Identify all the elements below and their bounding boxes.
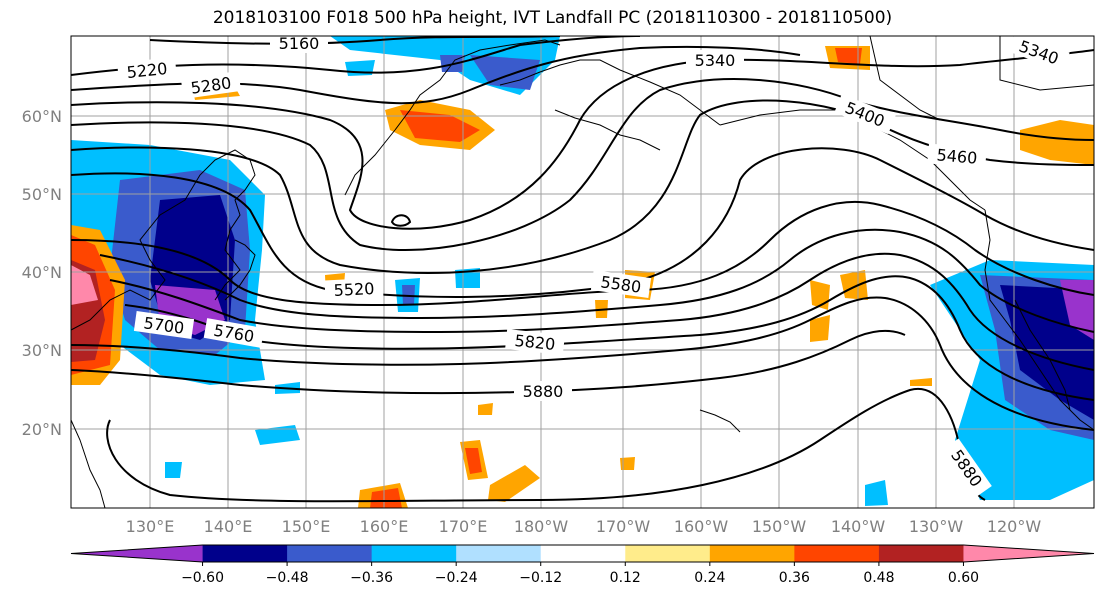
colorbar-tick-label: 0.24 bbox=[694, 570, 725, 586]
ivt-positive-region-west-max bbox=[71, 265, 98, 305]
lon-tick-label: 160°W bbox=[674, 517, 729, 536]
lon-tick-labels: 130°E 140°E 150°E 160°E 170°E 180°W 170°… bbox=[126, 517, 1042, 536]
lat-tick-label: 60°N bbox=[22, 107, 62, 126]
contour-label: 5820 bbox=[514, 331, 556, 354]
ivt-negative-blob-2 bbox=[455, 268, 480, 288]
lon-tick-label: 120°W bbox=[987, 517, 1042, 536]
coast-kamchatka bbox=[394, 39, 561, 131]
ivt-positive-region-east-small-inner bbox=[835, 48, 862, 64]
contour-labels: 5160 5220 5280 5340 5340 5400 5460 5520 … bbox=[117, 34, 1070, 498]
lon-tick-label: 140°E bbox=[204, 517, 253, 536]
contour-5400 bbox=[71, 78, 1094, 251]
contour-label: 5160 bbox=[279, 34, 320, 53]
colorbar-segment bbox=[71, 545, 203, 562]
ivt-positive-blob-12 bbox=[910, 378, 932, 386]
coast-east-asia bbox=[71, 149, 256, 331]
ivt-positive-region-east bbox=[1020, 120, 1094, 165]
ivt-positive-blob-6 bbox=[488, 465, 540, 502]
colorbar-segment bbox=[540, 545, 626, 562]
ivt-negative-region-east-extreme bbox=[1060, 280, 1094, 340]
colorbar-tick-label: 0.60 bbox=[948, 570, 979, 586]
ivt-positive-blob-5-inner bbox=[465, 448, 482, 474]
coast-canada bbox=[869, 36, 941, 121]
contour-label: 5460 bbox=[936, 145, 978, 167]
contour-label: 5880 bbox=[523, 382, 564, 401]
contour-5160 bbox=[149, 36, 561, 45]
lon-tick-label: 130°E bbox=[126, 517, 175, 536]
colorbar-segment bbox=[878, 545, 964, 562]
coast-kamchatka-tip bbox=[344, 129, 396, 196]
lon-tick-label: 130°W bbox=[909, 517, 964, 536]
lon-tick-label: 170°E bbox=[439, 517, 488, 536]
colorbar-tick-label: 0.12 bbox=[610, 570, 641, 586]
colorbar-segment bbox=[625, 545, 711, 562]
lon-tick-label: 170°W bbox=[596, 517, 651, 536]
coast-japan bbox=[224, 239, 256, 301]
colorbar-segment bbox=[794, 545, 880, 562]
coast-aleutians bbox=[554, 109, 661, 151]
colorbar-tick-label: −0.12 bbox=[519, 570, 562, 586]
lat-tick-label: 40°N bbox=[22, 263, 62, 282]
contour-label: 5220 bbox=[126, 59, 168, 82]
contour-5640 bbox=[99, 228, 1094, 333]
ivt-positive-blob-11 bbox=[620, 457, 635, 470]
colorbar-segment bbox=[371, 545, 457, 562]
lon-tick-label: 180°W bbox=[514, 517, 569, 536]
ivt-negative-blob-6 bbox=[865, 480, 888, 506]
contour-5520 bbox=[71, 147, 1094, 298]
colorbar-tick-label: −0.48 bbox=[266, 570, 309, 586]
lon-tick-label: 140°W bbox=[831, 517, 886, 536]
colorbar-segment bbox=[709, 545, 795, 562]
map-frame bbox=[70, 35, 1095, 509]
coast-alaska bbox=[499, 59, 721, 126]
contour-closed-low bbox=[390, 214, 412, 227]
colorbar: −0.60 −0.48 −0.36 −0.24 −0.12 0.12 0.24 0.36 0.4… bbox=[70, 544, 1095, 586]
lat-tick-labels: 60°N 50°N 40°N 30°N 20°N bbox=[22, 107, 62, 439]
colorbar-segment bbox=[202, 545, 288, 562]
contour-label: 5520 bbox=[333, 279, 375, 300]
contour-5700 bbox=[109, 252, 1094, 371]
coast-north-america-interior bbox=[999, 36, 1094, 91]
lat-tick-label: 50°N bbox=[22, 185, 62, 204]
colorbar-tick-label: −0.24 bbox=[435, 570, 478, 586]
ivt-positive-blob-4-inner bbox=[370, 488, 402, 508]
coast-philippines bbox=[71, 419, 106, 508]
lat-tick-label: 20°N bbox=[22, 420, 62, 439]
contour-5760 bbox=[124, 275, 1094, 401]
contour-5880-south bbox=[106, 387, 986, 503]
colorbar-tick-label: −0.36 bbox=[350, 570, 393, 586]
ivt-negative-blob-5 bbox=[165, 462, 182, 478]
lon-tick-label: 150°W bbox=[752, 517, 807, 536]
ivt-negative-region-north-inner bbox=[470, 55, 540, 90]
ivt-positive-blob-10 bbox=[478, 403, 493, 415]
ivt-positive-blob-8 bbox=[810, 315, 830, 342]
contour-5820 bbox=[71, 296, 1094, 431]
colorbar-tick-label: 0.36 bbox=[779, 570, 810, 586]
ivt-negative-blob-3 bbox=[255, 425, 300, 445]
contour-label: 5340 bbox=[695, 51, 736, 70]
lat-tick-label: 30°N bbox=[22, 341, 62, 360]
colorbar-segment bbox=[456, 545, 542, 562]
lon-tick-label: 150°E bbox=[282, 517, 331, 536]
colorbar-segment bbox=[287, 545, 373, 562]
plot-title: 2018103100 F018 500 hPa height, IVT Land… bbox=[212, 8, 893, 28]
colorbar-tick-label: 0.48 bbox=[863, 570, 894, 586]
ivt-positive-blob-9 bbox=[840, 270, 868, 300]
contour-5340 bbox=[71, 49, 1094, 230]
lon-tick-label: 160°E bbox=[360, 517, 409, 536]
contour-5580 bbox=[71, 201, 1094, 307]
coastlines bbox=[71, 36, 1094, 508]
colorbar-segment bbox=[963, 545, 1094, 562]
ivt-negative-blob-1-inner bbox=[402, 285, 415, 305]
coast-hawaii bbox=[699, 409, 741, 433]
ivt-positive-region-north-inner bbox=[400, 110, 480, 142]
colorbar-tick-label: −0.60 bbox=[181, 570, 224, 586]
